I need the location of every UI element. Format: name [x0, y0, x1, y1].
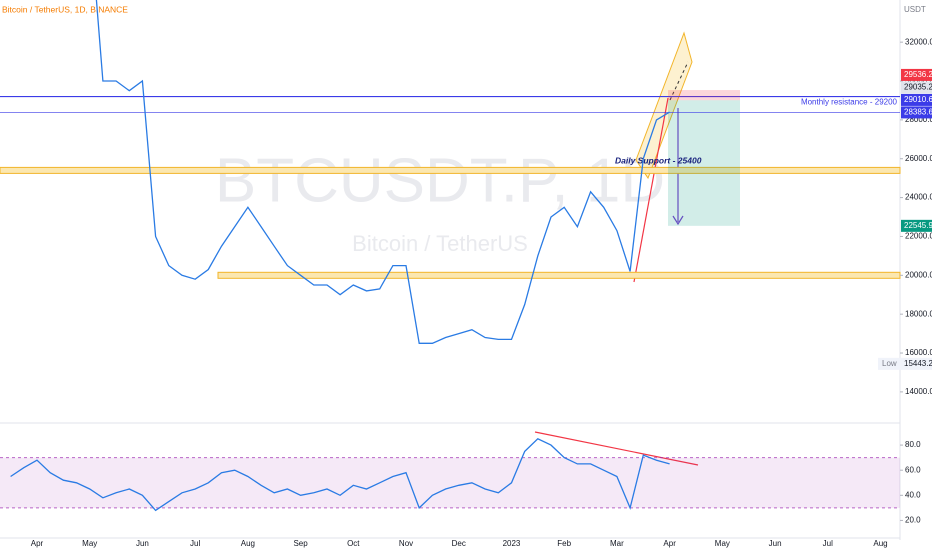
level-label: Monthly resistance - 29200 — [801, 98, 898, 107]
y-tick-label: 18000.0 — [905, 309, 932, 318]
y-tick-label: 28000.0 — [905, 115, 932, 124]
y-tick-label: 22000.0 — [905, 232, 932, 241]
low-box — [878, 357, 932, 370]
x-tick-label: Jul — [190, 539, 200, 548]
price-label: 29010.6 — [904, 95, 932, 104]
level-label: Daily Support - 25400 — [615, 156, 702, 166]
x-tick-label: Sep — [293, 539, 308, 548]
rsi-trend-line — [534, 431, 699, 466]
low-label: Low — [882, 359, 897, 368]
price-label-box — [901, 93, 932, 106]
trend-line — [633, 97, 669, 283]
price-label: 28383.6 — [904, 108, 932, 117]
arrow-head — [672, 215, 684, 226]
x-tick-label: Jun — [769, 539, 782, 548]
y-tick-label: 14000.0 — [905, 387, 932, 396]
price-label-box — [901, 68, 932, 81]
chart-title: Bitcoin / TetherUS, 1D, BINANCE — [2, 4, 128, 14]
projection-line — [669, 61, 689, 101]
price-line — [95, 0, 670, 344]
y-tick-label: 60.0 — [905, 465, 921, 474]
x-tick-label: Oct — [347, 539, 360, 548]
x-tick-label: Apr — [31, 539, 44, 548]
x-tick-label: 2023 — [503, 539, 521, 548]
support-zone — [0, 166, 901, 174]
x-tick-label: May — [715, 539, 730, 548]
x-tick-label: Dec — [452, 539, 466, 548]
x-tick-label: Nov — [399, 539, 413, 548]
price-label-box — [901, 81, 932, 94]
x-tick-label: May — [82, 539, 97, 548]
watermark: BTCUSDT.P, 1D — [215, 146, 665, 215]
price-label-box — [901, 219, 932, 232]
x-tick-label: Apr — [663, 539, 676, 548]
x-tick-label: Feb — [557, 539, 571, 548]
y-tick-label: 40.0 — [905, 490, 921, 499]
unit-label: USDT — [904, 5, 926, 14]
y-tick-label: 16000.0 — [905, 348, 932, 357]
x-tick-label: Jun — [136, 539, 149, 548]
annotations — [0, 31, 901, 283]
stop-zone — [668, 90, 740, 101]
y-tick-label: 20.0 — [905, 516, 921, 525]
y-tick-label: 24000.0 — [905, 193, 932, 202]
y-tick-label: 26000.0 — [905, 154, 932, 163]
rsi-line — [10, 438, 670, 512]
watermark-subtitle: Bitcoin / TetherUS — [352, 231, 528, 256]
price-label: 29035.2 — [904, 83, 932, 92]
y-tick-label: 80.0 — [905, 440, 921, 449]
price-label: 29536.2 — [904, 70, 932, 79]
y-tick-label: 20000.0 — [905, 270, 932, 279]
price-label: 22545.9 — [904, 221, 932, 230]
rsi-band — [0, 457, 900, 508]
x-tick-label: Aug — [873, 539, 887, 548]
x-tick-label: Jul — [823, 539, 833, 548]
target-zone — [668, 100, 740, 226]
x-tick-label: Aug — [241, 539, 255, 548]
low-value: 15443.2 — [904, 359, 932, 368]
x-tick-label: Mar — [610, 539, 624, 548]
price-label-box — [901, 106, 932, 119]
support-zone — [217, 271, 901, 279]
y-tick-label: 32000.0 — [905, 37, 932, 46]
